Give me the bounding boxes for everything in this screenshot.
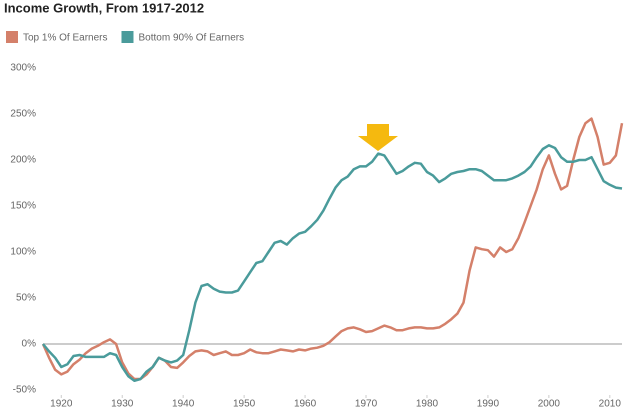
y-tick-label: 250% bbox=[10, 109, 36, 120]
y-tick-label: 200% bbox=[10, 155, 36, 166]
y-tick-label: 100% bbox=[10, 247, 36, 258]
y-tick-label: 50% bbox=[16, 293, 36, 304]
x-tick-label: 1970 bbox=[355, 399, 378, 410]
x-tick-label: 1940 bbox=[172, 399, 195, 410]
arrow-annotation bbox=[358, 124, 398, 151]
x-tick-label: 1920 bbox=[50, 399, 73, 410]
chart-title: Income Growth, From 1917-2012 bbox=[4, 0, 204, 15]
x-tick-label: 1990 bbox=[477, 399, 500, 410]
y-tick-label: -50% bbox=[13, 385, 36, 396]
x-tick-label: 1980 bbox=[416, 399, 439, 410]
x-tick-label: 1930 bbox=[111, 399, 134, 410]
x-tick-label: 2000 bbox=[538, 399, 561, 410]
legend-label: Top 1% Of Earners bbox=[23, 33, 107, 44]
legend-swatch bbox=[6, 31, 18, 43]
series-line bbox=[42, 144, 623, 383]
x-tick-label: 2010 bbox=[599, 399, 622, 410]
y-tick-label: 300% bbox=[10, 63, 36, 74]
legend-swatch bbox=[121, 31, 134, 43]
y-tick-label: 0% bbox=[22, 339, 37, 350]
y-tick-label: 150% bbox=[10, 201, 36, 212]
legend-label: Bottom 90% Of Earners bbox=[138, 33, 244, 44]
x-tick-label: 1950 bbox=[233, 399, 256, 410]
x-tick-label: 1960 bbox=[294, 399, 317, 410]
